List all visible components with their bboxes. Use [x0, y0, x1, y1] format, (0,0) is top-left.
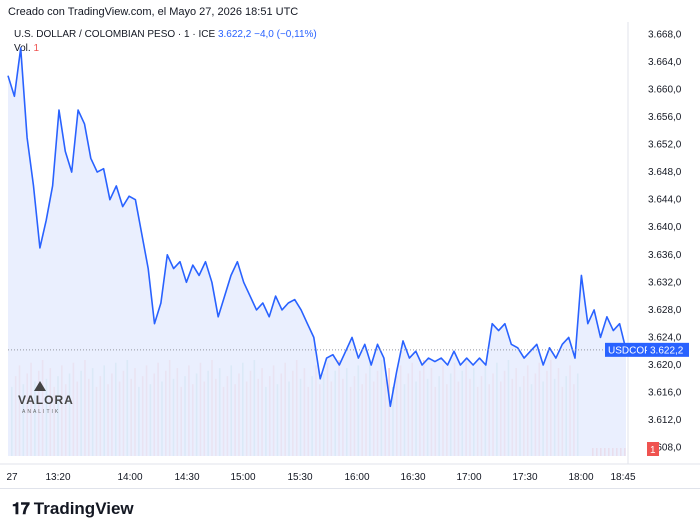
y-tick-label: 3.644,0: [648, 195, 682, 206]
y-tick-label: 3.636,0: [648, 250, 682, 261]
y-tick-label: 3.652,0: [648, 140, 682, 151]
price-line: [7, 47, 627, 408]
symbol-legend: U.S. DOLLAR / COLOMBIAN PESO · 1 · ICE 3…: [14, 29, 317, 40]
watermark-name: VALORA: [18, 393, 74, 407]
tradingview-brand-label: TradingView: [33, 499, 134, 518]
symbol-title: U.S. DOLLAR / COLOMBIAN PESO · 1 · ICE: [14, 29, 216, 40]
price-value: 3.622,2: [217, 29, 252, 40]
x-tick-label: 16:30: [400, 472, 425, 483]
y-tick-label: 3.664,0: [648, 57, 682, 68]
y-tick-label: 3.612,0: [648, 415, 682, 426]
x-tick-label: 16:00: [344, 472, 369, 483]
volume-legend: Vol. 1: [14, 43, 39, 54]
y-tick-label: 3.640,0: [648, 222, 682, 233]
y-tick-label: 3.628,0: [648, 305, 682, 316]
watermark-sub: ANALITIK: [22, 409, 61, 415]
series-label: USDCOP: [608, 345, 651, 356]
price-area: [8, 48, 626, 456]
tradingview-logo-icon: 𝟏𝟕: [12, 501, 30, 518]
y-tick-label: 3.632,0: [648, 277, 682, 288]
tradingview-brand[interactable]: 𝟏𝟕 TradingView: [12, 499, 134, 519]
y-tick-label: 3.620,0: [648, 360, 682, 371]
last-value-label: 3.622,2: [650, 345, 684, 356]
price-chart[interactable]: 3.668,0 3.664,0 3.660,0 3.656,0 3.652,0 3.648…: [0, 22, 700, 488]
x-tick-label: 15:00: [230, 472, 255, 483]
x-tick-label: 18:00: [568, 472, 593, 483]
x-tick-label: 18:45: [610, 472, 635, 483]
price-change: −4,0 (−0,11%): [254, 29, 317, 40]
y-tick-label: 3.616,0: [648, 388, 682, 399]
y-tick-label: 3.624,0: [648, 332, 682, 343]
y-tick-label: 3.656,0: [648, 112, 682, 123]
x-tick-label: 14:00: [117, 472, 142, 483]
valora-logo-icon: [34, 381, 46, 391]
y-tick-label: 3.668,0: [648, 29, 682, 40]
x-tick-label: 17:30: [512, 472, 537, 483]
last-value-badge: [647, 342, 689, 357]
volume-label: Vol.: [14, 43, 31, 54]
volume-badge: [647, 442, 659, 456]
x-tick-label: 15:30: [287, 472, 312, 483]
series-label-badge: [605, 342, 647, 357]
volume-badge-label: 1: [650, 445, 656, 456]
x-tick-label: 13:20: [45, 472, 70, 483]
x-tick-label: 17:00: [456, 472, 481, 483]
y-tick-label: 3.608,0: [648, 443, 682, 454]
y-tick-label: 3.648,0: [648, 167, 682, 178]
created-caption: Creado con TradingView.com, el Mayo 27, …: [8, 6, 299, 18]
x-tick-label: 27: [6, 472, 18, 483]
footer: 𝟏𝟕 TradingView: [0, 488, 700, 532]
x-tick-label: 14:30: [174, 472, 199, 483]
y-tick-label: 3.660,0: [648, 84, 682, 95]
volume-value: 1: [33, 43, 40, 54]
